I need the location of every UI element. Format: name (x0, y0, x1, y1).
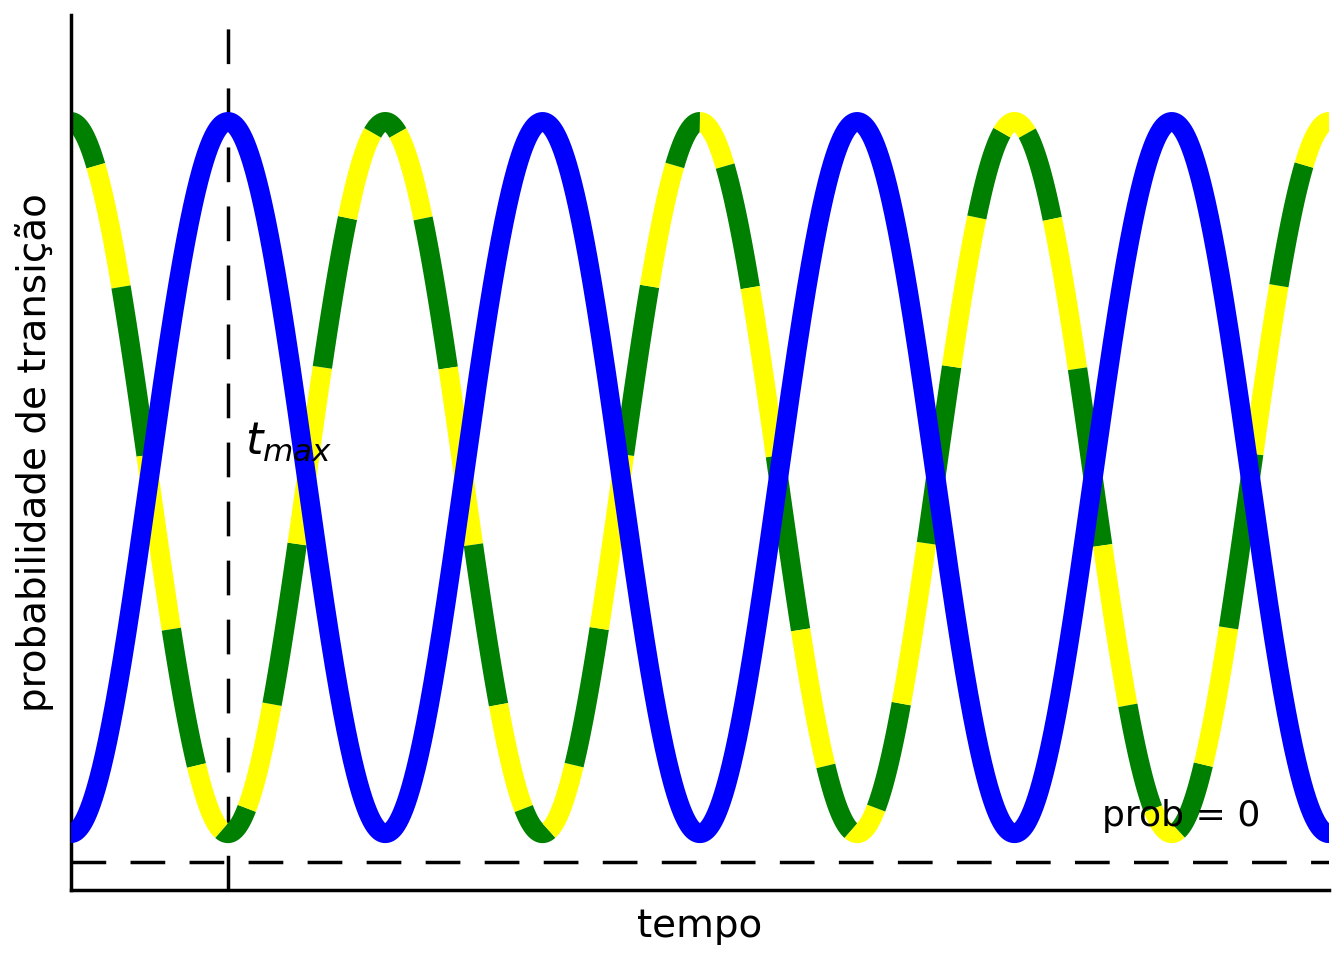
Y-axis label: probabilidade de transição: probabilidade de transição (15, 193, 54, 712)
Text: prob = 0: prob = 0 (1102, 800, 1261, 833)
Text: $t_{max}$: $t_{max}$ (245, 420, 332, 464)
X-axis label: tempo: tempo (637, 907, 762, 945)
